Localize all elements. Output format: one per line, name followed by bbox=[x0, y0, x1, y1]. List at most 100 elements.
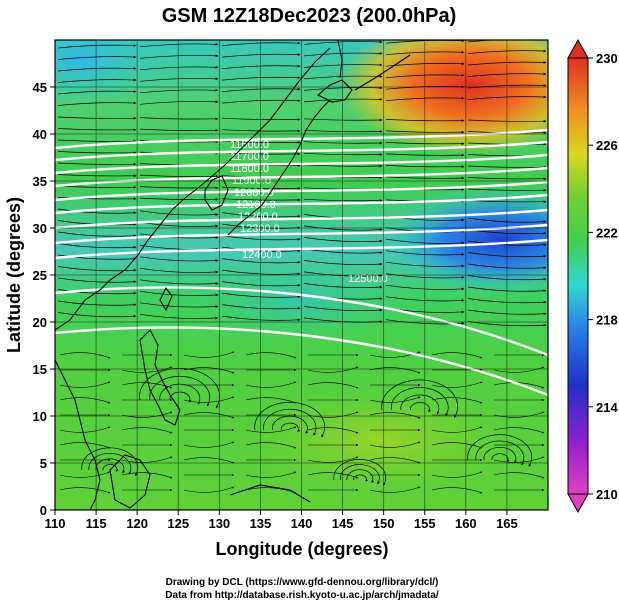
height-contour bbox=[55, 326, 548, 397]
streamline bbox=[221, 140, 301, 144]
colorbar-ticks: 210 214 218 222 226 230 bbox=[588, 51, 618, 502]
coastline-new-guinea bbox=[229, 484, 311, 503]
streamline bbox=[139, 267, 219, 274]
streamline bbox=[183, 486, 235, 493]
x-tick-label: 155 bbox=[414, 516, 436, 531]
streamline bbox=[303, 75, 383, 80]
streamline bbox=[57, 174, 137, 178]
streamline bbox=[369, 412, 421, 419]
streamline bbox=[121, 456, 173, 463]
streamline bbox=[221, 129, 301, 133]
streamline bbox=[467, 298, 547, 304]
streamline bbox=[139, 54, 219, 59]
height-contour bbox=[55, 286, 548, 357]
x-tick-label: 140 bbox=[291, 516, 313, 531]
streamline bbox=[303, 86, 383, 91]
y-tick-label: 35 bbox=[33, 174, 47, 189]
streamline bbox=[57, 289, 137, 295]
streamline bbox=[221, 258, 301, 264]
streamline bbox=[139, 279, 219, 285]
streamline bbox=[121, 382, 173, 389]
colorbar-max-arrow bbox=[567, 38, 589, 59]
streamline-eddy bbox=[410, 402, 431, 413]
streamline bbox=[59, 426, 111, 433]
streamline bbox=[221, 64, 301, 69]
plot-frame: 110 115 120 125 130 135 140 145 150 155 160 165 0 5 1… bbox=[33, 39, 549, 531]
streamline bbox=[303, 306, 383, 312]
contour-label: 12400.0 bbox=[242, 249, 282, 261]
streamline bbox=[467, 177, 547, 181]
streamline bbox=[467, 188, 547, 192]
streamline-eddy bbox=[333, 459, 387, 486]
streamline-eddy bbox=[340, 464, 380, 485]
warm-region bbox=[340, 40, 548, 155]
streamline bbox=[221, 269, 301, 276]
streamline bbox=[221, 41, 301, 46]
x-tick-label: 165 bbox=[496, 516, 518, 531]
streamline bbox=[121, 366, 173, 373]
streamline-eddy bbox=[169, 391, 192, 403]
streamline bbox=[57, 185, 137, 189]
warm-band-south bbox=[240, 385, 520, 495]
streamline bbox=[369, 486, 421, 493]
streamline bbox=[139, 290, 219, 297]
streamline bbox=[57, 231, 137, 238]
colorbar-tick-label: 214 bbox=[596, 400, 618, 415]
streamline bbox=[493, 382, 545, 389]
streamline bbox=[303, 237, 383, 243]
streamline bbox=[467, 61, 547, 66]
streamline bbox=[385, 73, 465, 79]
streamline bbox=[221, 246, 301, 253]
streamline bbox=[307, 427, 359, 434]
streamline bbox=[59, 397, 111, 404]
plot-area: 11600.011700.011800.011900.012000.012100… bbox=[55, 40, 548, 510]
streamline bbox=[467, 321, 547, 327]
coastline-kuril bbox=[354, 54, 411, 91]
streamline bbox=[467, 263, 547, 270]
x-axis-label: Longitude (degrees) bbox=[215, 539, 388, 559]
coastline-philippines bbox=[139, 329, 181, 426]
contour-label: 12000.0 bbox=[234, 187, 274, 199]
streamline bbox=[307, 472, 359, 479]
y-tick-label: 20 bbox=[33, 315, 47, 330]
streamline bbox=[139, 313, 219, 320]
streamline bbox=[183, 396, 235, 403]
streamline bbox=[139, 174, 219, 178]
streamline bbox=[307, 382, 359, 389]
x-tick-label: 120 bbox=[126, 516, 148, 531]
streamline bbox=[57, 55, 137, 60]
gridlines bbox=[54, 40, 548, 511]
streamline bbox=[57, 90, 137, 95]
streamline bbox=[467, 40, 547, 43]
streamline bbox=[183, 457, 235, 464]
cool-region-northwest bbox=[55, 40, 170, 105]
coastline-taiwan bbox=[159, 286, 173, 312]
colorbar: 210 214 218 222 226 230 bbox=[567, 38, 618, 514]
colorbar-tick-label: 210 bbox=[596, 487, 618, 502]
figure-title: GSM 12Z18Dec2023 (200.0hPa) bbox=[162, 5, 457, 27]
streamline bbox=[221, 315, 301, 322]
streamline bbox=[183, 441, 235, 448]
streamline bbox=[385, 250, 465, 256]
streamline bbox=[303, 260, 383, 266]
streamline bbox=[385, 153, 465, 157]
streamline bbox=[57, 277, 137, 284]
height-contour bbox=[55, 208, 548, 230]
streamline bbox=[303, 129, 383, 133]
streamline bbox=[139, 197, 219, 201]
streamline bbox=[303, 40, 383, 45]
streamline bbox=[121, 472, 173, 479]
streamline-eddy bbox=[263, 408, 317, 436]
contour-label: 12100.0 bbox=[236, 199, 276, 211]
streamline bbox=[431, 352, 483, 359]
streamline bbox=[57, 266, 137, 272]
streamline bbox=[385, 119, 465, 123]
streamline bbox=[467, 119, 547, 123]
streamline bbox=[121, 427, 173, 434]
streamline bbox=[221, 235, 301, 241]
streamline bbox=[57, 139, 137, 143]
streamline bbox=[221, 212, 301, 218]
height-contour bbox=[55, 166, 548, 188]
streamline bbox=[303, 141, 383, 145]
streamline-eddy bbox=[475, 440, 525, 466]
